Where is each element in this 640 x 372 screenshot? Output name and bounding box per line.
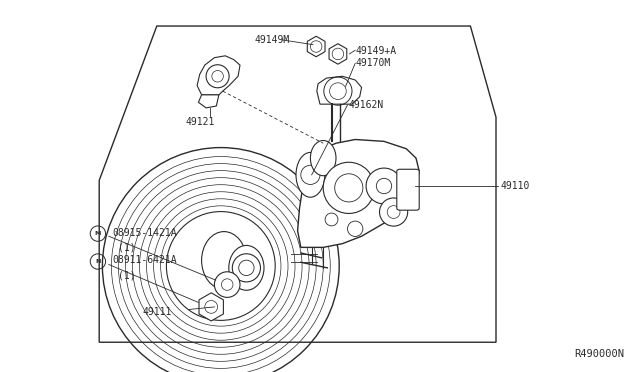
Text: 49111: 49111 [142, 307, 172, 317]
Ellipse shape [380, 198, 408, 226]
Text: (1): (1) [118, 243, 136, 252]
Polygon shape [199, 293, 223, 321]
Text: M: M [95, 231, 101, 236]
Polygon shape [307, 36, 325, 57]
Text: 49121: 49121 [186, 117, 215, 127]
Ellipse shape [296, 153, 324, 197]
Ellipse shape [229, 246, 264, 290]
Text: (1): (1) [118, 270, 136, 280]
Ellipse shape [232, 254, 260, 282]
Text: 49170M: 49170M [356, 58, 391, 68]
Polygon shape [317, 76, 362, 104]
Text: 49110: 49110 [500, 181, 530, 191]
Polygon shape [329, 44, 347, 64]
Ellipse shape [214, 272, 240, 297]
Text: 08911-6421A: 08911-6421A [112, 256, 177, 265]
FancyBboxPatch shape [397, 169, 419, 210]
Ellipse shape [206, 65, 229, 88]
Polygon shape [298, 140, 419, 247]
Text: R490000N: R490000N [574, 349, 624, 359]
Ellipse shape [166, 212, 275, 320]
Ellipse shape [366, 168, 402, 204]
Text: 08915-1421A: 08915-1421A [112, 228, 177, 237]
Text: 49149+A: 49149+A [356, 46, 397, 56]
Polygon shape [197, 56, 240, 95]
Text: N: N [95, 259, 100, 264]
Ellipse shape [310, 141, 336, 176]
Text: 49149M: 49149M [255, 35, 290, 45]
Polygon shape [198, 95, 219, 108]
Ellipse shape [202, 232, 246, 289]
Ellipse shape [348, 221, 363, 237]
Text: 49162N: 49162N [348, 100, 383, 110]
Ellipse shape [323, 162, 374, 214]
